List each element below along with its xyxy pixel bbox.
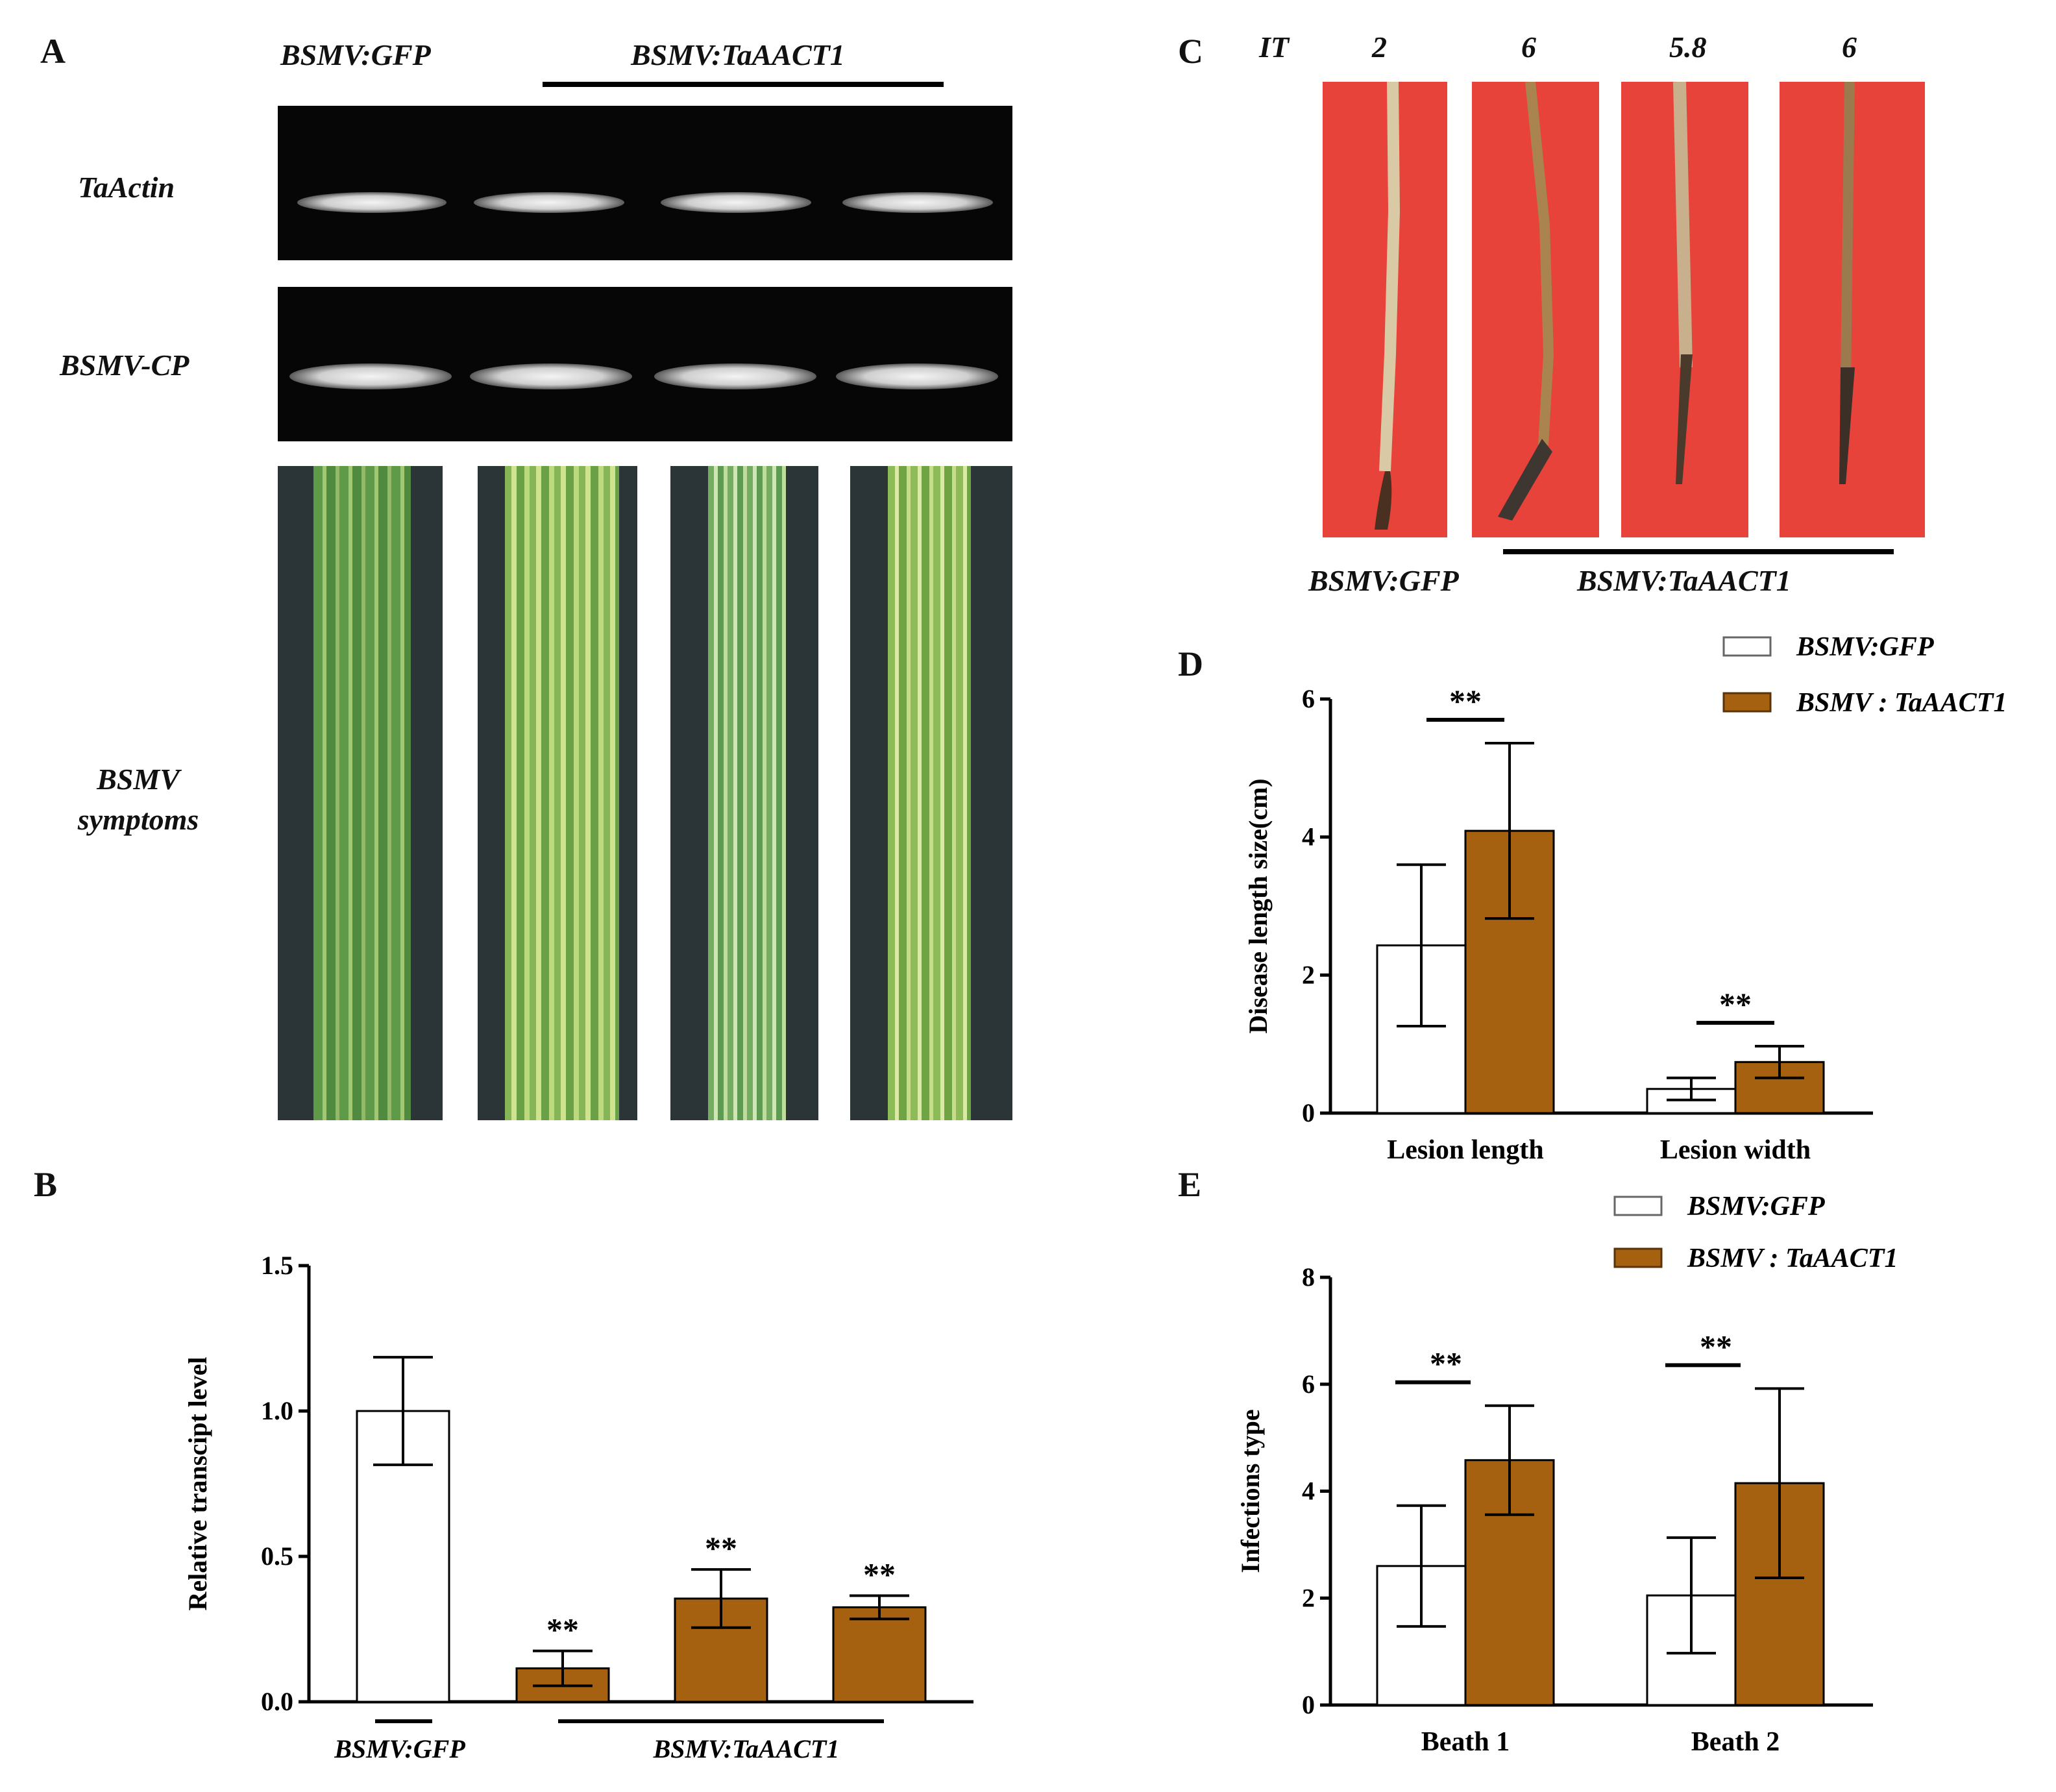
row-label-symptoms-line1: BSMV <box>97 763 180 796</box>
significance-marker: ** <box>1719 986 1752 1022</box>
significance-marker: ** <box>546 1612 579 1648</box>
y-tick-label: 1.0 <box>261 1396 293 1425</box>
leaf-photo-gfp <box>278 466 443 1120</box>
y-tick-label: 0 <box>1302 1690 1315 1719</box>
significance-marker: ** <box>705 1530 737 1566</box>
y-tick-label: 0.5 <box>261 1541 293 1571</box>
leaf <box>888 466 971 1120</box>
panel-a-label: A <box>40 32 66 71</box>
leaf <box>708 466 786 1120</box>
x-category-label: Beath 1 <box>1421 1727 1510 1757</box>
it-value-4: 6 <box>1842 31 1857 64</box>
legend-swatch <box>1613 1247 1663 1268</box>
stem-photo-aact-3 <box>1780 82 1925 537</box>
legend-swatch <box>1613 1196 1663 1216</box>
chart-b: 0.0 0.5 1.0 1.5 Relative transcipt level ** **… <box>183 1251 973 1763</box>
gel-band <box>474 192 624 213</box>
chart-e: 0 2 4 6 8 Infections type ** Beath 1 ** Beath 2 BS… <box>1236 1192 1898 1757</box>
y-tick-label: 6 <box>1302 1369 1315 1399</box>
legend-swatch <box>1722 692 1772 713</box>
stem-drawing <box>1839 82 1855 484</box>
header-aact-label: BSMV:TaAACT1 <box>631 38 845 71</box>
row-label-cp: BSMV-CP <box>60 349 190 382</box>
x-category-label: Beath 2 <box>1691 1727 1780 1757</box>
stem-photo-gfp <box>1323 82 1447 537</box>
y-tick-label: 4 <box>1302 1477 1315 1506</box>
it-value-1: 2 <box>1372 31 1387 64</box>
gel-band <box>470 363 632 389</box>
y-tick-label: 0 <box>1302 1098 1315 1127</box>
row-label-symptoms-line2: symptoms <box>77 803 199 836</box>
y-tick-label: 6 <box>1302 684 1315 713</box>
significance-marker: ** <box>863 1556 896 1592</box>
panel-d-label: D <box>1178 644 1203 683</box>
y-axis-title: Infections type <box>1236 1409 1265 1573</box>
header-aact-bracket <box>543 82 944 87</box>
x-category-label: Lesion width <box>1660 1135 1811 1165</box>
footer-gfp-label: BSMV:GFP <box>1308 564 1459 597</box>
footer-aact-label: BSMV:TaAACT1 <box>1577 564 1791 597</box>
x-group-label: BSMV:GFP <box>334 1734 465 1763</box>
gel-cp <box>278 287 1012 441</box>
legend-label: BSMV:GFP <box>1687 1192 1825 1221</box>
significance-marker: ** <box>1449 683 1482 719</box>
panel-e-label: E <box>1178 1165 1202 1204</box>
legend-label: BSMV : TaAACT1 <box>1687 1244 1898 1273</box>
bar <box>832 1606 927 1703</box>
leaf-photo-aact-1 <box>478 466 637 1120</box>
stem-drawing <box>1498 82 1554 521</box>
stem-photo-aact-1 <box>1472 82 1599 537</box>
x-category-label: Lesion length <box>1387 1135 1544 1165</box>
gel-band <box>836 363 998 389</box>
y-tick-label: 1.5 <box>261 1251 293 1280</box>
legend-swatch <box>1722 636 1772 657</box>
it-value-2: 6 <box>1521 31 1536 64</box>
stem-photo-aact-2 <box>1621 82 1748 537</box>
row-label-symptoms: BSMV symptoms <box>70 759 206 840</box>
y-tick-label: 4 <box>1302 822 1315 852</box>
gel-band <box>842 192 993 213</box>
panel-b-label: B <box>34 1165 58 1204</box>
stem-drawing <box>1673 82 1693 484</box>
gel-band <box>289 363 452 389</box>
y-tick-label: 2 <box>1302 1583 1315 1612</box>
it-label: IT <box>1259 31 1289 64</box>
gel-band <box>661 192 811 213</box>
y-axis-title: Disease length size(cm) <box>1243 778 1273 1033</box>
significance-marker: ** <box>1430 1345 1462 1382</box>
x-group-label: BSMV:TaAACT1 <box>653 1734 840 1763</box>
chart-d: 0 2 4 6 Disease length size(cm) ** Lesion leng… <box>1243 632 2007 1165</box>
legend-label: BSMV : TaAACT1 <box>1796 688 2007 718</box>
gel-actin <box>278 106 1012 260</box>
leaf-photo-aact-2 <box>670 466 818 1120</box>
stem-drawing <box>1375 82 1401 530</box>
it-value-3: 5.8 <box>1669 31 1707 64</box>
row-label-actin: TaActin <box>78 171 175 204</box>
significance-marker: ** <box>1700 1328 1732 1364</box>
gel-band <box>297 192 447 213</box>
y-axis-title: Relative transcipt level <box>183 1357 212 1611</box>
panel-c-label: C <box>1178 32 1203 71</box>
leaf <box>313 466 411 1120</box>
header-gfp-label: BSMV:GFP <box>280 38 431 71</box>
leaf <box>505 466 619 1120</box>
y-tick-label: 2 <box>1302 960 1315 989</box>
y-tick-label: 8 <box>1302 1262 1315 1292</box>
legend-label: BSMV:GFP <box>1796 632 1934 662</box>
leaf-photo-aact-3 <box>850 466 1012 1120</box>
footer-aact-bracket <box>1503 549 1894 554</box>
gel-band <box>654 363 816 389</box>
y-tick-label: 0.0 <box>261 1687 293 1716</box>
